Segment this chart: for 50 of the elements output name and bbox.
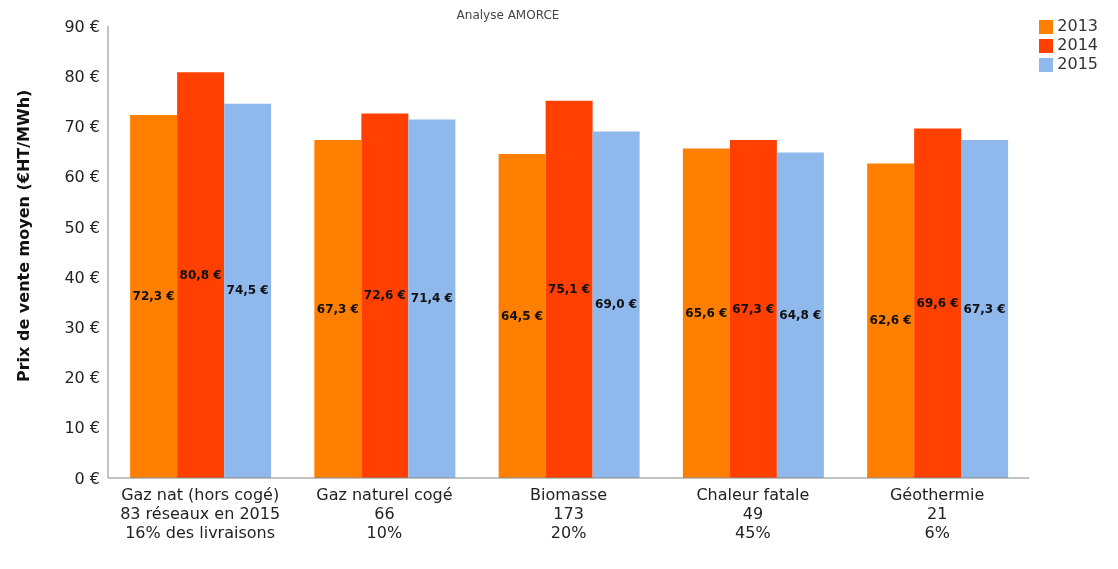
- data-label: 65,6 €: [685, 305, 728, 320]
- y-tick-label: 30 €: [64, 318, 100, 338]
- data-label: 80,8 €: [179, 267, 222, 282]
- data-label: 62,6 €: [869, 313, 912, 328]
- data-label: 67,3 €: [963, 301, 1006, 316]
- x-tick-label: Gaz naturel cogé 66 10%: [316, 485, 453, 542]
- y-tick-label: 80 €: [64, 66, 100, 86]
- bar: [224, 103, 272, 478]
- x-tick-label: Géothermie 21 6%: [889, 485, 985, 542]
- bar: [408, 119, 456, 478]
- bar: [914, 128, 962, 478]
- y-tick-label: 50 €: [64, 217, 100, 237]
- data-label: 71,4 €: [410, 291, 453, 306]
- x-tick-label: Biomasse 173 20%: [530, 485, 608, 542]
- data-label: 69,0 €: [595, 297, 638, 312]
- data-label: 75,1 €: [548, 281, 591, 296]
- data-label: 67,3 €: [316, 301, 359, 316]
- data-label: 64,8 €: [779, 307, 822, 322]
- bar: [545, 100, 593, 478]
- data-label: 64,5 €: [501, 308, 544, 323]
- bar: [361, 113, 409, 478]
- y-tick-label: 90 €: [64, 16, 100, 36]
- bar: [130, 114, 178, 478]
- chart-title: Analyse AMORCE: [456, 8, 560, 22]
- data-label: 72,6 €: [363, 288, 406, 303]
- bar: [314, 140, 362, 478]
- data-label: 67,3 €: [732, 301, 775, 316]
- bar: [867, 163, 915, 478]
- data-label: 72,3 €: [132, 288, 175, 303]
- bar: [592, 131, 640, 478]
- bar: [776, 152, 824, 478]
- bar: [961, 140, 1009, 478]
- y-tick-label: 60 €: [64, 167, 100, 187]
- bar: [682, 148, 730, 478]
- data-label: 69,6 €: [916, 295, 959, 310]
- legend-label: 2015: [1057, 54, 1098, 73]
- y-axis-title: Prix de vente moyen (€HT/MWh): [13, 89, 33, 382]
- bar: [177, 72, 225, 478]
- y-tick-label: 20 €: [64, 368, 100, 388]
- x-tick-label: Chaleur fatale 49 45%: [696, 485, 810, 542]
- y-tick-label: 10 €: [64, 418, 100, 438]
- y-tick-label: 70 €: [64, 117, 100, 137]
- x-tick-label: Gaz nat (hors cogé) 83 réseaux en 2015 16% des livraisons: [120, 485, 281, 542]
- bar: [498, 154, 546, 478]
- legend-label: 2013: [1057, 16, 1098, 35]
- y-tick-label: 0 €: [74, 468, 100, 488]
- y-tick-label: 40 €: [64, 267, 100, 287]
- bar: [729, 140, 777, 478]
- legend-label: 2014: [1057, 35, 1098, 54]
- data-label: 74,5 €: [226, 283, 269, 298]
